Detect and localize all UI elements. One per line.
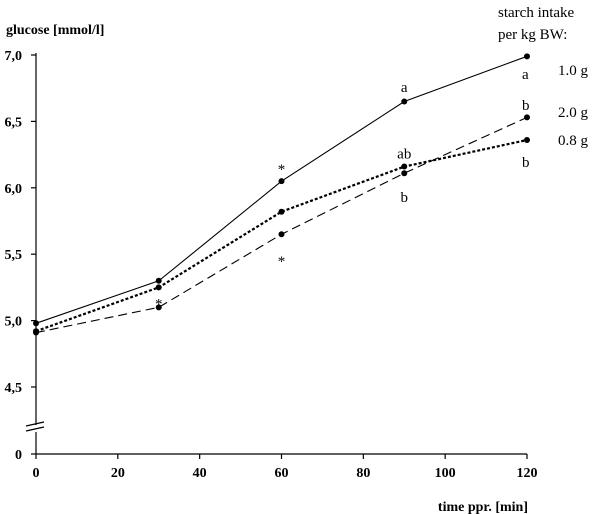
labels-group: 1.0 g a 2.0 g b 0.8 g b * * * a ab b — [155, 63, 589, 312]
x-axis-title: time ppr. [min] — [438, 500, 528, 514]
data-point-0-8-g — [524, 136, 530, 143]
x-tick-label: 100 — [435, 466, 456, 481]
y-tick-label: 4,5 — [5, 381, 23, 396]
data-point-1-0-g — [33, 320, 39, 327]
annotation-label: b — [401, 190, 409, 206]
x-tick-label: 80 — [356, 466, 370, 481]
legend-label-1-0-g: 1.0 g — [558, 63, 589, 79]
x-tick-label: 60 — [275, 466, 289, 481]
end-letter-0-8-g: b — [522, 155, 530, 171]
y-tick-label: 6,0 — [5, 182, 23, 197]
x-tick-label: 120 — [517, 466, 538, 481]
axis-break-mark-2 — [25, 421, 45, 427]
series-group — [33, 53, 530, 336]
annotation-label: * — [155, 296, 163, 312]
end-letter-1-0-g: a — [522, 67, 529, 83]
annotation-label: * — [278, 162, 286, 178]
y-tick-label: 6,5 — [5, 115, 23, 130]
data-point-1-0-g — [524, 53, 530, 60]
series-line-1-0-g — [35, 55, 528, 324]
data-point-1-0-g — [401, 98, 408, 105]
series-line-2-0-g — [35, 116, 528, 334]
x-tick-label: 0 — [33, 466, 40, 481]
legend-label-2-0-g: 2.0 g — [558, 105, 589, 121]
y-tick-label: 0 — [15, 448, 22, 463]
legend-label-0-8-g: 0.8 g — [558, 133, 589, 149]
x-tick-label: 20 — [111, 466, 125, 481]
annotation-label: a — [401, 80, 408, 96]
data-point-2-0-g — [401, 170, 408, 177]
x-tick-label: 40 — [193, 466, 207, 481]
y-tick-label: 5,0 — [5, 315, 23, 330]
end-letter-2-0-g: b — [522, 98, 530, 114]
axis-break-mark-1 — [25, 426, 45, 432]
data-point-0-8-g — [33, 328, 39, 335]
annotation-label: ab — [397, 146, 411, 162]
y-axis-title: glucose [mmol/l] — [6, 23, 104, 38]
y-tick-label: 5,5 — [5, 248, 23, 263]
data-point-1-0-g — [278, 178, 285, 185]
legend-title-line-2: per kg BW: — [498, 27, 567, 43]
legend-title-line-1: starch intake — [498, 5, 575, 21]
data-point-0-8-g — [155, 284, 162, 291]
y-tick-label: 7,0 — [5, 49, 23, 64]
data-point-1-0-g — [155, 277, 162, 284]
axes-group: 0 4,5 5,0 5,5 6,0 6,5 7,0 0 20 40 60 80 100 120 — [5, 49, 538, 481]
data-point-2-0-g — [155, 304, 162, 311]
data-point-2-0-g — [524, 114, 530, 121]
series-line-0-8-g — [35, 138, 528, 333]
data-point-0-8-g — [401, 163, 408, 170]
data-point-0-8-g — [278, 208, 285, 215]
annotation-label: * — [278, 254, 286, 270]
data-point-2-0-g — [278, 231, 285, 238]
